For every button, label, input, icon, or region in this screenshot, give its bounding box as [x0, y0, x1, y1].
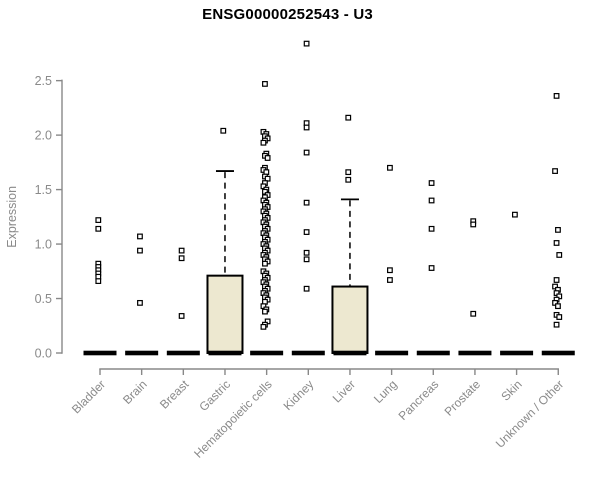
data-point [262, 308, 268, 315]
data-point [137, 299, 143, 306]
data-point [555, 226, 561, 233]
data-point [303, 285, 310, 292]
category-tick-label: Brain [120, 377, 150, 407]
data-point [303, 199, 310, 206]
data-point [303, 149, 310, 156]
median-bar [208, 350, 242, 356]
y-tick-label: 1.0 [35, 238, 52, 252]
y-tick-label: 1.5 [35, 183, 52, 197]
y-tick-label: 0.5 [35, 292, 52, 306]
data-point [137, 233, 143, 240]
data-point [553, 321, 560, 328]
data-point [428, 225, 435, 232]
data-point [556, 252, 563, 258]
y-axis-title: Expression [5, 186, 19, 248]
median-bar [166, 350, 200, 356]
data-point [470, 221, 477, 228]
median-bar [458, 350, 492, 356]
data-point [345, 169, 352, 176]
data-point [428, 265, 435, 271]
data-point [345, 114, 352, 121]
median-bar [333, 350, 367, 356]
data-point [95, 225, 102, 232]
data-point [345, 176, 352, 183]
category-tick-label: Hematopoietic cells [191, 377, 274, 460]
data-point [552, 168, 558, 174]
data-point [387, 164, 393, 171]
category-tick-label: Prostate [442, 377, 484, 419]
category-tick-label: Liver [330, 377, 358, 405]
box [206, 274, 244, 354]
data-point [303, 249, 310, 256]
data-point [264, 155, 271, 161]
data-point [553, 240, 560, 246]
data-point [260, 323, 267, 330]
category-tick-label: Bladder [69, 377, 108, 416]
data-point [260, 139, 267, 146]
data-point [220, 127, 227, 134]
data-point [470, 310, 477, 317]
data-point [178, 313, 185, 319]
category-tick-label: Gastric [196, 377, 233, 414]
median-bar [500, 350, 534, 356]
data-point [178, 247, 185, 254]
median-bar [250, 350, 284, 356]
category-tick-label: Pancreas [396, 377, 442, 423]
category-tick-label: Skin [498, 377, 524, 403]
chart-title: ENSG00000252543 - U3 [202, 6, 373, 23]
data-point [303, 124, 310, 131]
data-point [262, 81, 268, 87]
data-point [553, 277, 560, 283]
y-tick-label: 0.0 [35, 347, 52, 361]
data-point [428, 180, 435, 186]
data-point [511, 211, 518, 218]
median-bar [416, 350, 450, 356]
data-point [387, 267, 393, 274]
data-point [303, 40, 310, 47]
median-bar [83, 350, 117, 356]
data-point [428, 197, 435, 204]
box [331, 285, 369, 354]
median-bar [541, 350, 575, 356]
data-point [95, 217, 102, 223]
category-tick-label: Breast [157, 377, 192, 412]
data-point [553, 93, 560, 99]
data-point [95, 278, 102, 284]
data-point [555, 303, 561, 310]
data-point [303, 229, 310, 235]
category-tick-label: Kidney [281, 377, 317, 413]
y-tick-label: 2.0 [35, 129, 52, 143]
median-bar [375, 350, 409, 356]
data-point [303, 256, 310, 263]
category-tick-label: Lung [371, 377, 400, 406]
data-point [178, 255, 185, 262]
y-tick-label: 2.5 [35, 74, 52, 88]
data-point [556, 314, 563, 320]
data-point [387, 277, 393, 283]
data-point [137, 247, 143, 254]
median-bar [125, 350, 159, 356]
data-point [262, 260, 268, 267]
median-bar [291, 350, 325, 356]
